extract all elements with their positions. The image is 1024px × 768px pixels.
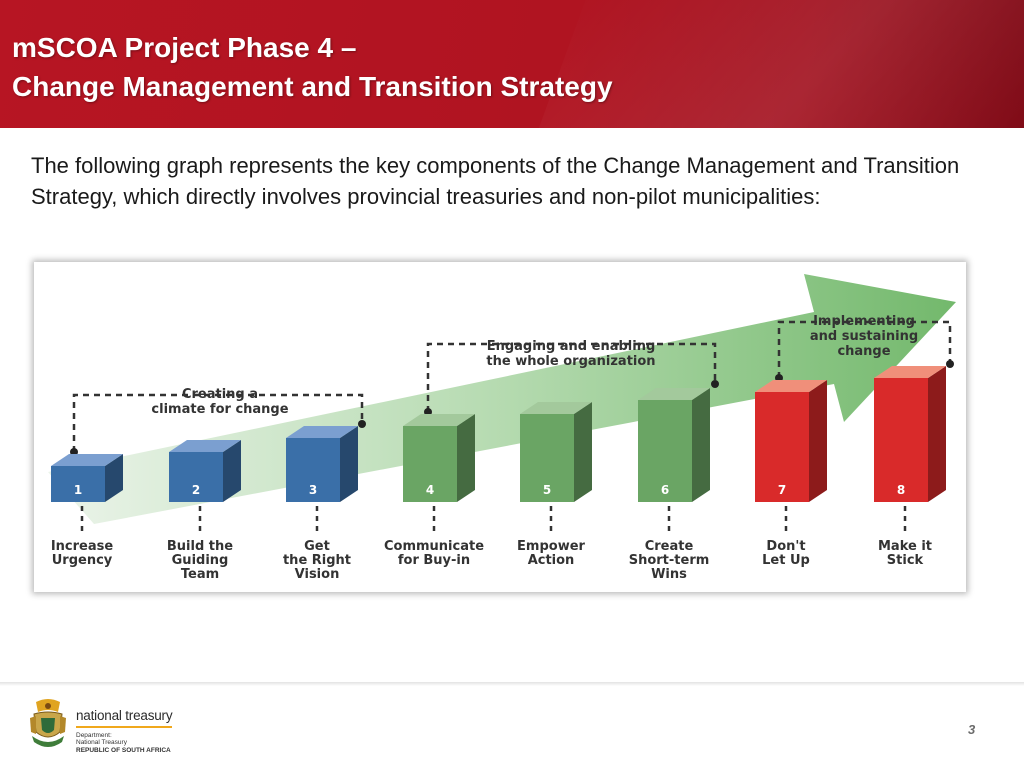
- step-label-5: Empower Action: [517, 539, 585, 568]
- change-model-svg: Creating a climate for change Engaging and…: [48, 274, 956, 582]
- change-model-diagram: Creating a climate for change Engaging and…: [34, 262, 966, 592]
- step-number-4: 4: [426, 483, 434, 497]
- step-bar-5: 5: [520, 402, 592, 502]
- step-bar-4: 4: [403, 414, 475, 502]
- step-label-7: Don't Let Up: [762, 539, 810, 568]
- group-bracket-2: Engaging and enabling the whole organizat…: [424, 339, 719, 416]
- org-underline: [76, 726, 172, 728]
- step-label-8: Make it Stick: [878, 539, 932, 568]
- dept-line-1: Department:: [76, 732, 112, 739]
- step-bar-6: 6: [638, 388, 710, 502]
- step-number-8: 8: [897, 483, 905, 497]
- group-bracket-1: Creating a climate for change: [70, 387, 366, 456]
- step-bar-8: 8: [874, 366, 946, 502]
- group-bracket-3: Implementing and sustaining change: [775, 314, 954, 382]
- step-bar-7: 7: [755, 380, 827, 502]
- step-number-2: 2: [192, 483, 200, 497]
- slide-footer: national treasury Department: National T…: [0, 682, 1024, 768]
- step-bar-1: 1: [51, 454, 123, 502]
- step-label-6: Create Short-term Wins: [629, 539, 710, 582]
- group-label-2: Engaging and enabling the whole organizat…: [486, 339, 655, 369]
- step-bar-3: 3: [286, 426, 358, 502]
- title-line-2: Change Management and Transition Strateg…: [12, 71, 613, 102]
- step-number-5: 5: [543, 483, 551, 497]
- group-label-1: Creating a climate for change: [151, 387, 288, 417]
- dept-line-2: National Treasury: [76, 739, 127, 746]
- coat-of-arms-icon: [30, 699, 66, 747]
- intro-text: The following graph represents the key c…: [31, 153, 960, 209]
- title-line-1: mSCOA Project Phase 4 –: [12, 32, 357, 63]
- step-label-3: Get the Right Vision: [283, 539, 351, 582]
- step-number-7: 7: [778, 483, 786, 497]
- step-number-1: 1: [74, 483, 82, 497]
- step-number-3: 3: [309, 483, 317, 497]
- national-treasury-logo: national treasury Department: National T…: [28, 698, 188, 758]
- group-label-3: Implementing and sustaining change: [810, 314, 918, 359]
- step-label-4: Communicate for Buy-in: [384, 539, 484, 568]
- org-name: national treasury: [76, 708, 173, 723]
- slide-title: mSCOA Project Phase 4 – Change Managemen…: [12, 28, 613, 106]
- step-label-2: Build the Guiding Team: [167, 539, 233, 582]
- step-label-1: Increase Urgency: [51, 539, 114, 568]
- footer-rule: [0, 682, 1024, 686]
- progress-arrow: [48, 274, 956, 524]
- page-number: 3: [968, 722, 976, 737]
- dept-line-3: REPUBLIC OF SOUTH AFRICA: [76, 747, 171, 754]
- slide-header: mSCOA Project Phase 4 – Change Managemen…: [0, 0, 1024, 128]
- step-number-6: 6: [661, 483, 669, 497]
- step-bar-2: 2: [169, 440, 241, 502]
